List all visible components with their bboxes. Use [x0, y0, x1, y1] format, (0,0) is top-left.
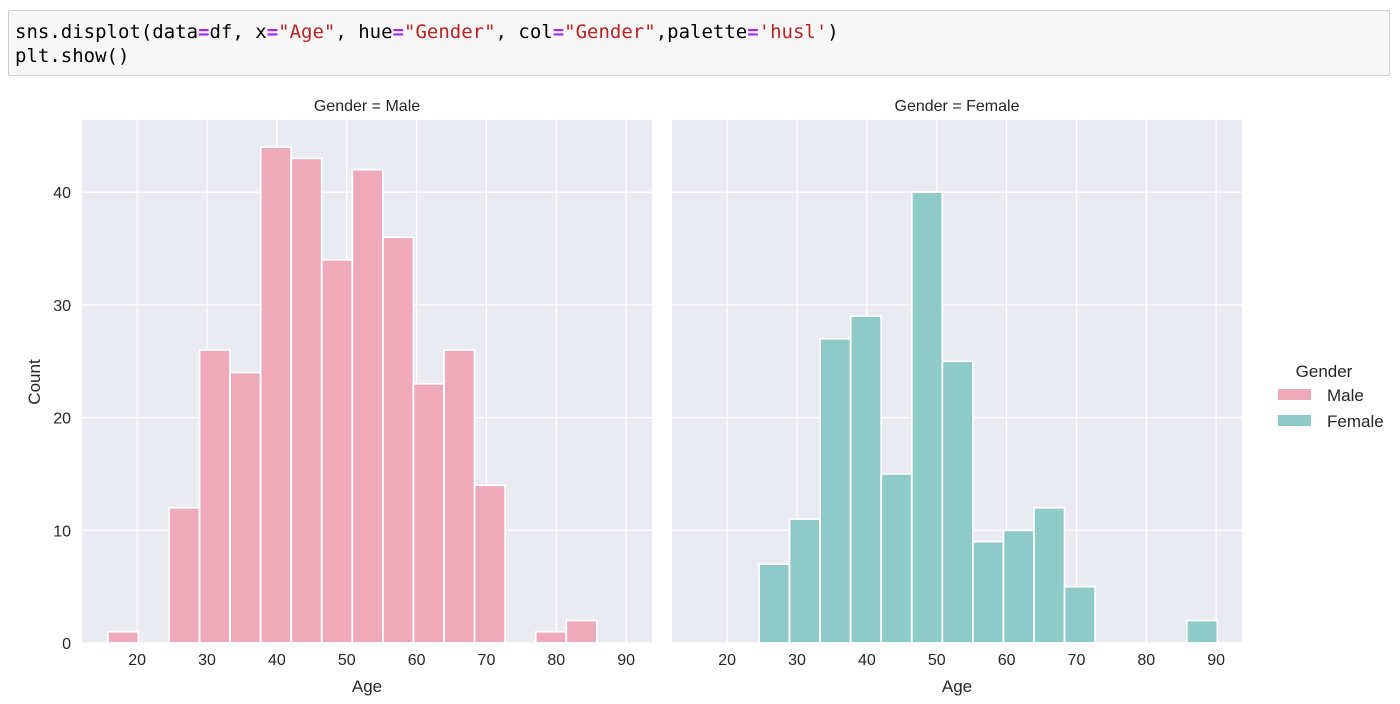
x-tick-label: 30: [788, 652, 806, 669]
y-axis-label: Count: [25, 359, 44, 405]
histogram-bar: [1002, 529, 1035, 644]
histogram-bar: [473, 484, 507, 644]
histogram-bar: [971, 540, 1005, 644]
histogram-bar: [259, 146, 293, 644]
histogram-bar: [168, 506, 201, 644]
code-token: =: [552, 21, 565, 43]
x-axis-label: Age: [942, 677, 972, 696]
histogram-bar: [229, 371, 262, 644]
code-token: "Gender": [404, 21, 496, 43]
legend-label-male: Male: [1327, 386, 1364, 405]
code-token: sns.displot(data: [15, 21, 199, 43]
histogram-bar: [1185, 619, 1219, 644]
x-tick-label: 60: [998, 652, 1016, 669]
histogram-bar: [443, 349, 476, 644]
x-tick-label: 50: [338, 652, 356, 669]
y-tick-label: 0: [62, 636, 71, 653]
facet-title: Gender = Male: [314, 98, 420, 115]
legend-label-female: Female: [1327, 412, 1384, 431]
histogram-bar: [351, 168, 384, 644]
x-tick-label: 40: [858, 652, 876, 669]
histogram-bar: [290, 157, 323, 644]
histogram-bar: [1063, 585, 1097, 644]
x-tick-label: 20: [128, 652, 146, 669]
histogram-bar: [198, 349, 231, 644]
histogram-bar: [320, 258, 354, 644]
code-token: 'husl': [758, 21, 828, 43]
legend-title: Gender: [1296, 362, 1353, 381]
histogram-bar: [910, 191, 944, 644]
y-tick-label: 20: [53, 411, 71, 428]
histogram-bar: [1033, 506, 1066, 644]
x-tick-label: 60: [408, 652, 426, 669]
histogram-bar: [849, 315, 883, 644]
code-line-2: plt.show(): [15, 45, 130, 67]
code-token: "Gender": [564, 21, 656, 43]
code-token: ,palette: [655, 21, 748, 43]
legend-swatch-male: [1278, 389, 1311, 400]
x-tick-label: 50: [928, 652, 946, 669]
code-token: df, x: [209, 21, 267, 43]
x-tick-label: 70: [1068, 652, 1086, 669]
x-axis-label: Age: [352, 677, 382, 696]
x-tick-label: 40: [268, 652, 286, 669]
x-tick-label: 20: [718, 652, 736, 669]
histogram-bar: [941, 360, 974, 644]
histogram-bar: [880, 473, 913, 644]
facet-female: 20 30 40 50 60 70 80 90 Gender = Female Age: [672, 98, 1242, 696]
y-tick-label: 40: [53, 185, 71, 202]
x-tick-label: 80: [547, 652, 565, 669]
x-tick-label: 80: [1137, 652, 1155, 669]
code-token: =: [266, 21, 279, 43]
code-token: , col: [495, 21, 553, 43]
code-token: =: [747, 21, 759, 43]
histogram-bar: [819, 337, 852, 644]
histogram-bar: [106, 630, 140, 644]
y-tick-label: 30: [53, 298, 71, 315]
histogram-bar: [788, 518, 821, 644]
y-tick-label: 10: [53, 523, 71, 540]
x-tick-label: 70: [478, 652, 496, 669]
x-tick-label: 90: [1207, 652, 1225, 669]
facet-male: 20 30 40 50 60 70 80 90 0 10 20 30 40 Gender = Male Ag…: [53, 98, 652, 696]
legend: Gender Male Female: [1278, 362, 1384, 431]
histogram-bar: [758, 563, 791, 644]
x-tick-label: 30: [198, 652, 216, 669]
x-tick-label: 90: [617, 652, 635, 669]
facet-title: Gender = Female: [895, 98, 1020, 115]
code-token: , hue: [335, 21, 393, 43]
code-token: ): [827, 21, 839, 43]
histogram-bar: [412, 382, 445, 644]
code-cell[interactable]: sns.displot(data=df, x="Age", hue="Gende…: [8, 10, 1390, 76]
histogram-bar: [381, 236, 415, 644]
code-line-1: sns.displot(data=df, x="Age", hue="Gende…: [15, 21, 839, 43]
code-token: "Age": [278, 21, 336, 43]
histogram-bar: [565, 619, 598, 644]
code-token: =: [198, 21, 210, 43]
code-token: =: [392, 21, 404, 43]
legend-swatch-female: [1278, 415, 1311, 426]
histogram-bar: [534, 630, 568, 644]
